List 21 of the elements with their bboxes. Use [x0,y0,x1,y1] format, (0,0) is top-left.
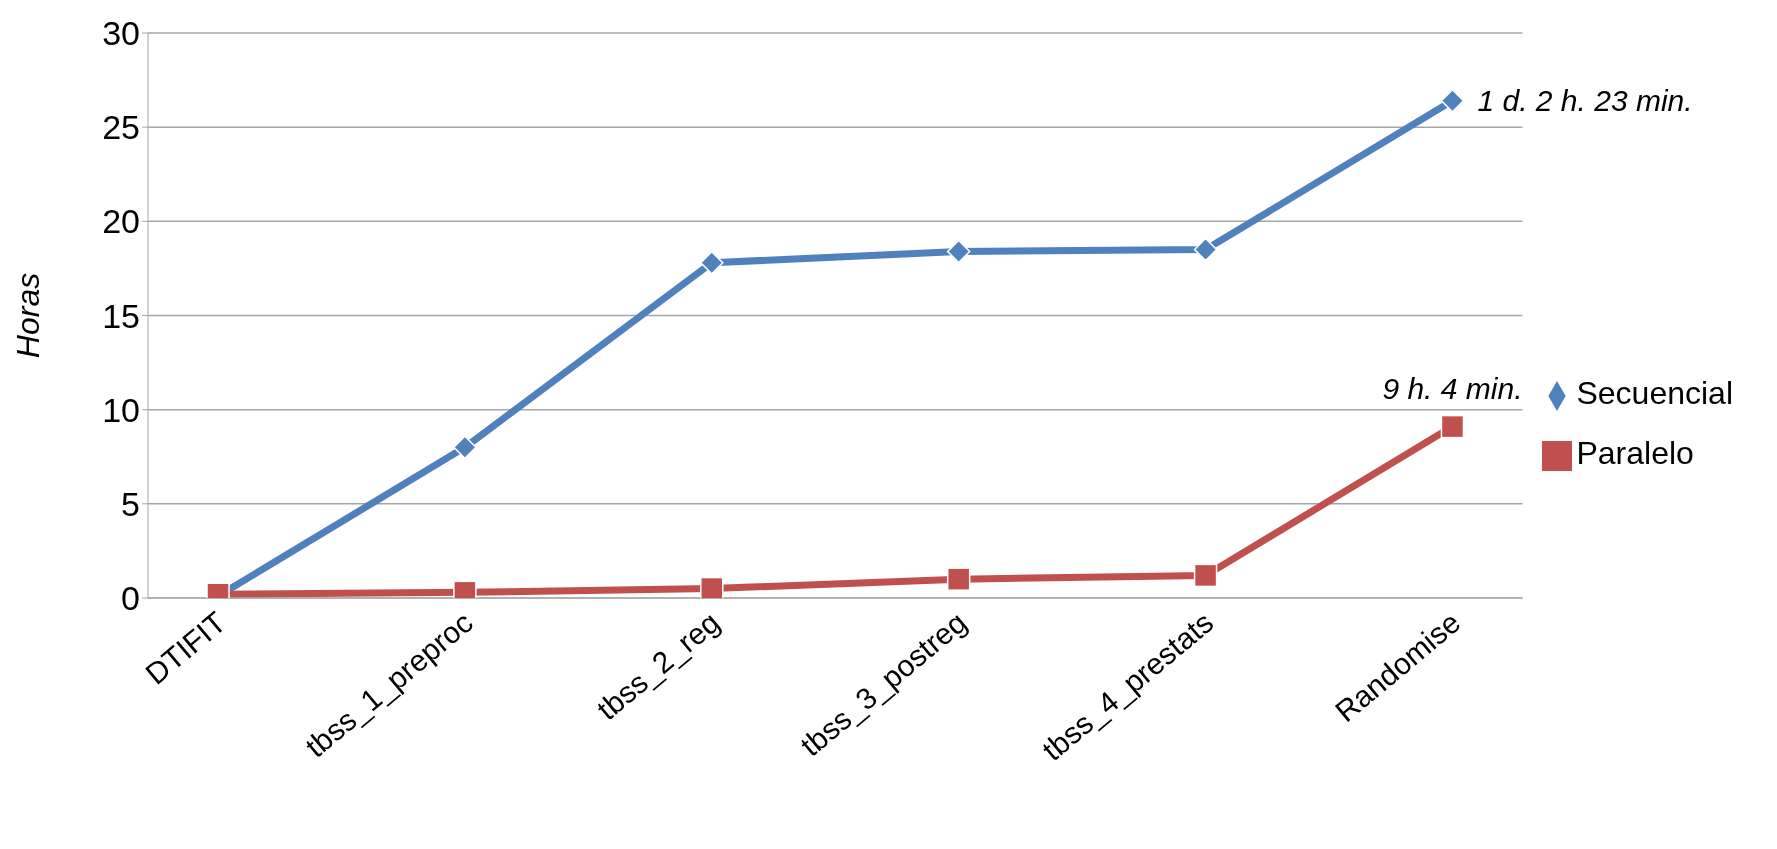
point [1193,563,1218,588]
legend-label: Paralelo [1576,435,1694,471]
y-tick-label: 25 [102,108,140,147]
annotation: 9 h. 4 min. [1382,371,1523,405]
y-tick-label: 0 [121,579,140,618]
y-axis-title: Horas [10,272,47,359]
legend-label: Secuencial [1576,375,1733,411]
y-tick-label: 5 [121,484,140,523]
annotation: 1 d. 2 h. 23 min. [1477,84,1693,118]
y-tick-label: 20 [102,202,140,241]
y-tick-label: 30 [102,14,140,53]
point [1193,237,1218,262]
point [1440,414,1465,439]
y-tick-label: 15 [102,296,140,335]
point [946,567,971,591]
point [700,251,724,275]
point [1440,89,1465,113]
point [700,576,724,598]
point [946,239,971,264]
y-tick-label: 10 [102,390,140,429]
point [453,435,477,460]
